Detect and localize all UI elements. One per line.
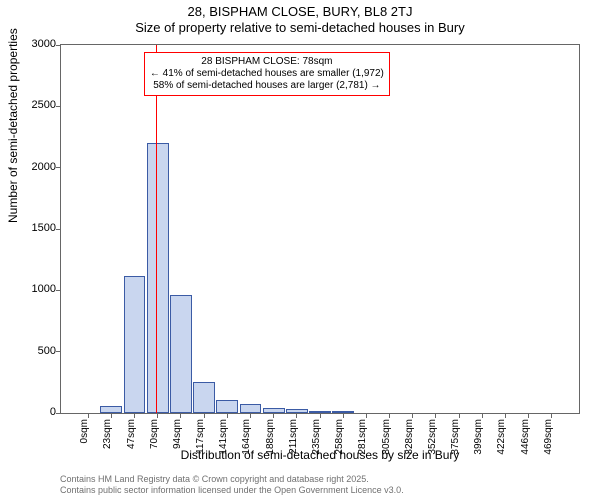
ytick-label: 0 [50, 406, 56, 418]
xtick-mark [296, 413, 297, 418]
y-axis-label: Number of semi-detached properties [6, 28, 20, 223]
chart-title-line1: 28, BISPHAM CLOSE, BURY, BL8 2TJ [0, 4, 600, 20]
footer-line2: Contains public sector information licen… [60, 485, 404, 496]
callout-box: 28 BISPHAM CLOSE: 78sqm← 41% of semi-det… [144, 52, 390, 96]
ytick-mark [56, 45, 61, 46]
xtick-mark [482, 413, 483, 418]
xtick-mark [88, 413, 89, 418]
xtick-mark [157, 413, 158, 418]
histogram-bar [240, 404, 262, 413]
xtick-mark [412, 413, 413, 418]
histogram-bar [100, 406, 122, 413]
ytick-label: 500 [38, 345, 56, 357]
footer-line1: Contains HM Land Registry data © Crown c… [60, 474, 404, 485]
ytick-label: 2000 [32, 161, 56, 173]
ytick-mark [56, 290, 61, 291]
callout-line: 58% of semi-detached houses are larger (… [150, 80, 384, 92]
xtick-mark [227, 413, 228, 418]
xtick-mark [389, 413, 390, 418]
xtick-mark [180, 413, 181, 418]
callout-line: ← 41% of semi-detached houses are smalle… [150, 68, 384, 80]
xtick-mark [111, 413, 112, 418]
reference-line [156, 45, 157, 413]
ytick-label: 2500 [32, 99, 56, 111]
ytick-mark [56, 167, 61, 168]
ytick-mark [56, 229, 61, 230]
ytick-mark [56, 413, 61, 414]
histogram-bar [147, 143, 169, 413]
xtick-mark [134, 413, 135, 418]
histogram-bar [170, 295, 192, 413]
xtick-mark [366, 413, 367, 418]
ytick-label: 1000 [32, 283, 56, 295]
xtick-mark [505, 413, 506, 418]
ytick-label: 3000 [32, 38, 56, 50]
plot-area: 28 BISPHAM CLOSE: 78sqm← 41% of semi-det… [60, 44, 580, 414]
chart-title-line2: Size of property relative to semi-detach… [0, 20, 600, 36]
xtick-mark [551, 413, 552, 418]
ytick-mark [56, 106, 61, 107]
xtick-mark [435, 413, 436, 418]
xtick-mark [320, 413, 321, 418]
histogram-bar [193, 382, 215, 413]
xtick-mark [459, 413, 460, 418]
callout-line: 28 BISPHAM CLOSE: 78sqm [150, 56, 384, 68]
xtick-mark [528, 413, 529, 418]
ytick-label: 1500 [32, 222, 56, 234]
xtick-mark [273, 413, 274, 418]
xtick-mark [250, 413, 251, 418]
footer-attribution: Contains HM Land Registry data © Crown c… [60, 474, 404, 496]
histogram-bar [124, 276, 146, 413]
histogram-bar [216, 400, 238, 413]
ytick-mark [56, 351, 61, 352]
xtick-mark [343, 413, 344, 418]
xtick-mark [204, 413, 205, 418]
